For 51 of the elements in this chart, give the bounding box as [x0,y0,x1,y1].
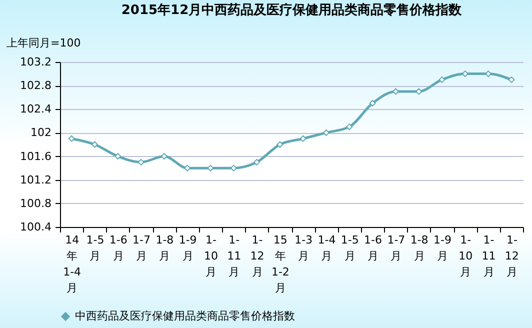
point [438,76,446,83]
point [68,135,75,142]
point [485,70,492,78]
x-tick-label: 1-12月 [250,234,264,278]
point [138,158,144,166]
x-tick-label: 1-3月 [294,234,313,262]
point [184,164,191,172]
x-tick-label: 1-8月 [156,234,174,262]
x-tick-label: 1-5月 [340,234,359,262]
y-tick-label: 101.6 [20,150,52,163]
y-tick-label: 101.2 [20,173,52,186]
point [207,164,214,172]
x-tick-label: 1-7月 [132,234,151,262]
point [114,153,122,160]
y-tick-label: 100.8 [20,196,52,210]
point [462,70,468,78]
y-tick-label: 102 [30,126,52,140]
x-tick-label: 1-6月 [109,234,128,262]
x-tick-label: 1-5月 [86,234,104,262]
y-axis-title: 上年同月=100 [6,36,81,50]
point [276,141,284,148]
y-tick-label: 100.4 [20,220,52,234]
point [392,88,399,95]
point [254,158,260,166]
x-tick-label: 1-9月 [433,234,452,262]
point [160,153,168,160]
point [346,124,353,130]
legend-label: 中西药品及医疗保健用品类商品零售价格指数 [75,310,295,322]
x-tick-label: 1-12月 [504,234,519,278]
x-tick-label: 1-11月 [482,234,496,278]
x-tick-label: 1-10月 [458,234,473,278]
x-tick-label: 1-6月 [364,234,382,262]
chart-title: 2015年12月中西药品及医疗保健用品类商品零售价格指数 [121,2,463,18]
point [508,76,515,83]
x-tick-label: 14年1-4月 [63,234,82,294]
x-tick-label: 1-11月 [227,234,242,278]
point [300,135,306,142]
x-tick-label: 1-10月 [204,234,218,278]
point [322,129,330,136]
x-tick-label: 1-4月 [318,234,336,262]
x-tick-label: 1-9月 [178,234,197,262]
x-tick-label: 1-8月 [410,234,428,262]
y-tick-label: 102.8 [20,79,52,92]
y-tick-label: 102.4 [20,102,52,116]
x-tick-label: 15年1-2月 [271,234,290,294]
point [91,141,98,148]
point [230,164,237,172]
point [369,100,376,106]
point [416,88,422,95]
x-tick-label: 1-7月 [387,234,406,262]
y-tick-label: 103.2 [20,56,52,68]
